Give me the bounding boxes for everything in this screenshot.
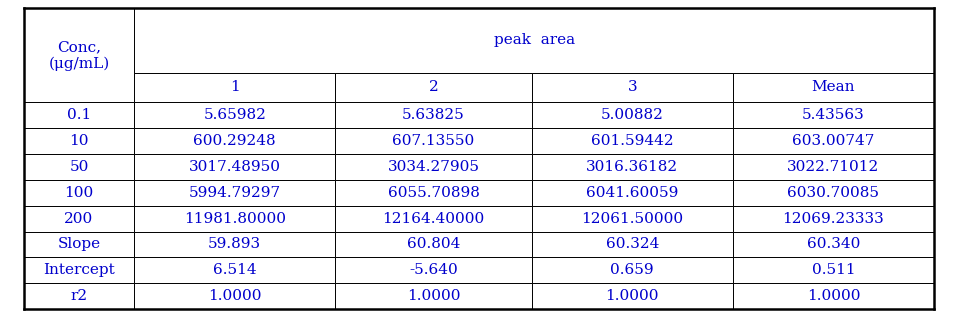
Bar: [335, 180, 532, 206]
Bar: [733, 257, 934, 283]
Text: 1: 1: [230, 81, 240, 94]
Text: 50: 50: [69, 160, 89, 174]
Text: 10: 10: [69, 134, 89, 148]
Text: 100: 100: [64, 186, 94, 200]
Bar: [733, 128, 934, 154]
Text: -5.640: -5.640: [409, 263, 458, 277]
Text: 6.514: 6.514: [213, 263, 257, 277]
Bar: [733, 180, 934, 206]
Text: 0.1: 0.1: [67, 108, 91, 122]
Bar: [335, 102, 532, 128]
Bar: [134, 73, 335, 102]
Text: 200: 200: [64, 212, 94, 226]
Bar: [335, 206, 532, 232]
Text: Slope: Slope: [57, 237, 101, 251]
Bar: [335, 73, 532, 102]
Bar: [532, 206, 733, 232]
Bar: [335, 128, 532, 154]
Bar: [134, 232, 335, 257]
Bar: [532, 154, 733, 180]
Text: Mean: Mean: [811, 81, 855, 94]
Bar: [134, 257, 335, 283]
Bar: [134, 154, 335, 180]
Text: 3: 3: [627, 81, 637, 94]
Text: 5.00882: 5.00882: [601, 108, 664, 122]
Text: 601.59442: 601.59442: [591, 134, 673, 148]
Text: 1.0000: 1.0000: [208, 289, 262, 303]
Bar: [532, 283, 733, 309]
Bar: [532, 128, 733, 154]
Bar: [134, 128, 335, 154]
Text: 6030.70085: 6030.70085: [787, 186, 879, 200]
Bar: [134, 102, 335, 128]
Text: 2: 2: [428, 81, 439, 94]
Text: 603.00747: 603.00747: [792, 134, 875, 148]
Bar: [335, 154, 532, 180]
Text: 1.0000: 1.0000: [605, 289, 659, 303]
Bar: [532, 257, 733, 283]
Text: 3022.71012: 3022.71012: [787, 160, 879, 174]
Text: 3016.36182: 3016.36182: [586, 160, 678, 174]
Text: 1.0000: 1.0000: [807, 289, 860, 303]
Bar: [24, 257, 134, 283]
Bar: [24, 206, 134, 232]
Bar: [24, 102, 134, 128]
Text: 60.324: 60.324: [605, 237, 659, 251]
Text: 11981.80000: 11981.80000: [184, 212, 285, 226]
Text: 1.0000: 1.0000: [407, 289, 460, 303]
Bar: [134, 180, 335, 206]
Text: 5.43563: 5.43563: [802, 108, 865, 122]
Bar: [532, 73, 733, 102]
Bar: [24, 232, 134, 257]
Bar: [532, 180, 733, 206]
Bar: [733, 102, 934, 128]
Bar: [335, 283, 532, 309]
Text: 12164.40000: 12164.40000: [382, 212, 485, 226]
Bar: [335, 232, 532, 257]
Bar: [532, 232, 733, 257]
Bar: [733, 232, 934, 257]
Text: 3017.48950: 3017.48950: [189, 160, 281, 174]
Text: Intercept: Intercept: [43, 263, 115, 277]
Text: 5.65982: 5.65982: [203, 108, 266, 122]
Bar: [532, 102, 733, 128]
Text: 607.13550: 607.13550: [393, 134, 474, 148]
Bar: [335, 257, 532, 283]
Bar: [733, 154, 934, 180]
Text: 600.29248: 600.29248: [194, 134, 276, 148]
Text: 0.659: 0.659: [610, 263, 654, 277]
Text: 5994.79297: 5994.79297: [189, 186, 281, 200]
Text: 3034.27905: 3034.27905: [387, 160, 480, 174]
Text: 59.893: 59.893: [208, 237, 262, 251]
Text: Conc,
(μg/mL): Conc, (μg/mL): [49, 40, 109, 70]
Bar: [733, 206, 934, 232]
Bar: [24, 283, 134, 309]
Text: 5.63825: 5.63825: [402, 108, 465, 122]
Text: 12069.23333: 12069.23333: [783, 212, 884, 226]
Bar: [134, 8, 934, 73]
Text: 6055.70898: 6055.70898: [388, 186, 479, 200]
Bar: [134, 283, 335, 309]
Text: 12061.50000: 12061.50000: [582, 212, 683, 226]
Text: r2: r2: [71, 289, 87, 303]
Text: peak  area: peak area: [493, 33, 575, 47]
Text: 0.511: 0.511: [811, 263, 855, 277]
Bar: [134, 206, 335, 232]
Bar: [24, 154, 134, 180]
Bar: [24, 128, 134, 154]
Bar: [733, 283, 934, 309]
Text: 60.804: 60.804: [407, 237, 460, 251]
Text: 60.340: 60.340: [807, 237, 860, 251]
Bar: [733, 73, 934, 102]
Text: 6041.60059: 6041.60059: [586, 186, 678, 200]
Bar: [24, 8, 134, 102]
Bar: [24, 180, 134, 206]
